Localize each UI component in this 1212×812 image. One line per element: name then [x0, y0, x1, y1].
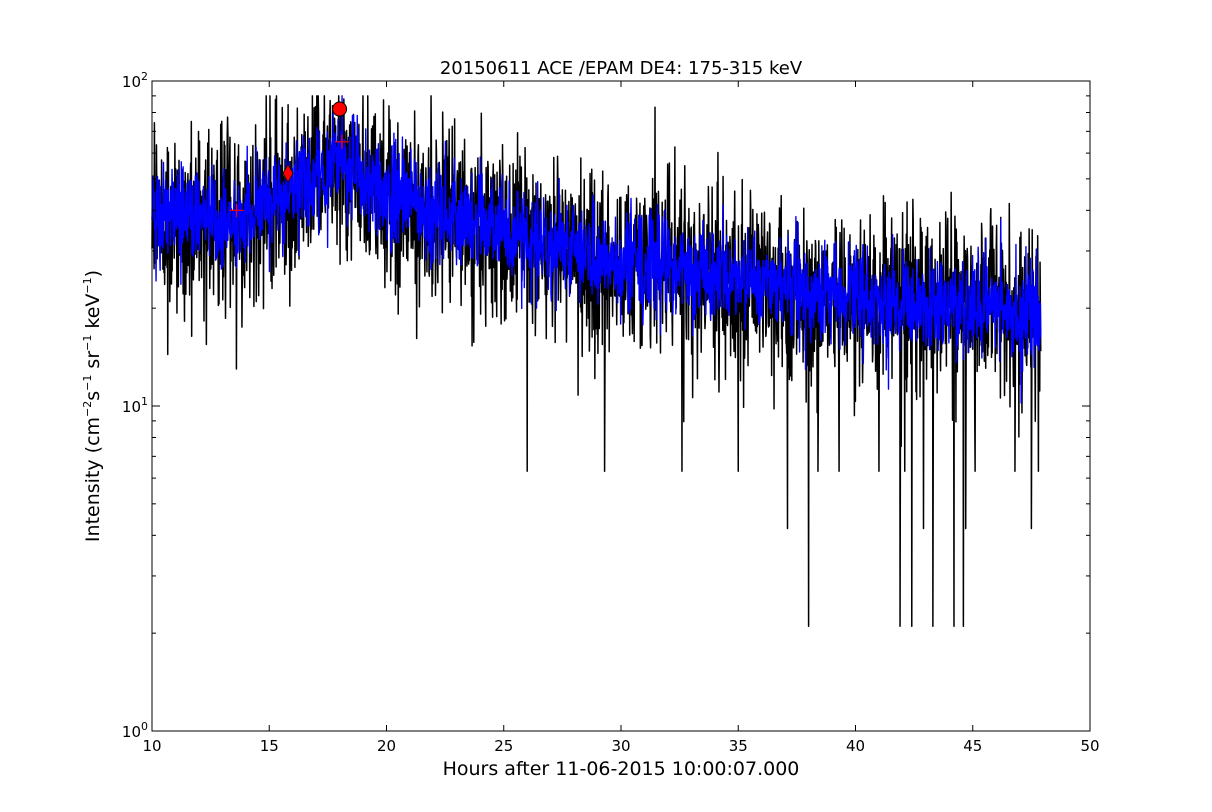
y-tick-labels: 100 101 102 [122, 70, 148, 741]
y-axis-label-suffix: ) [82, 270, 104, 277]
y-axis-label-sup3: −1 [81, 335, 94, 351]
y-tick-label-0: 100 [122, 720, 148, 741]
y-tick-label-2: 102 [122, 70, 148, 91]
y-axis-label-sup4: −1 [81, 277, 94, 293]
marker-diamond-1 [282, 163, 294, 184]
x-tick-label-6: 40 [846, 737, 865, 755]
x-tick-label-3: 25 [494, 737, 513, 755]
x-tick-label-2: 20 [377, 737, 396, 755]
marker-plus-3 [334, 134, 349, 149]
y-axis-label-prefix: Intensity (cm [82, 417, 104, 542]
x-tick-label-0: 10 [142, 737, 161, 755]
series-layer [151, 95, 1042, 628]
y-axis-label-mid1: s [82, 391, 104, 401]
x-tick-label-5: 35 [729, 737, 748, 755]
marker-layer [229, 101, 349, 218]
y-axis-label-mid3: keV [82, 294, 104, 335]
y-axis-label: Intensity (cm−2s−1 sr−1 keV−1) [81, 270, 104, 542]
y-axis-label-sup1: −2 [81, 401, 94, 417]
y-axis-label-mid2: sr [82, 351, 104, 375]
x-tick-label-8: 50 [1080, 737, 1099, 755]
marker-circle-0 [332, 101, 348, 117]
series-line-1 [151, 95, 1042, 404]
chart-title: 20150611 ACE /EPAM DE4: 175-315 keV [440, 58, 803, 79]
y-tick-label-1: 101 [122, 395, 148, 416]
tick-layer [151, 80, 1091, 732]
marker-plus-2 [229, 203, 244, 218]
x-tick-label-4: 30 [611, 737, 630, 755]
x-tick-label-7: 45 [963, 737, 982, 755]
x-tick-label-1: 15 [260, 737, 279, 755]
y-axis-label-sup2: −1 [81, 375, 94, 391]
x-tick-labels: 10 15 20 25 30 35 40 45 50 [142, 737, 1099, 755]
x-axis-label: Hours after 11-06-2015 10:00:07.000 [443, 758, 800, 780]
